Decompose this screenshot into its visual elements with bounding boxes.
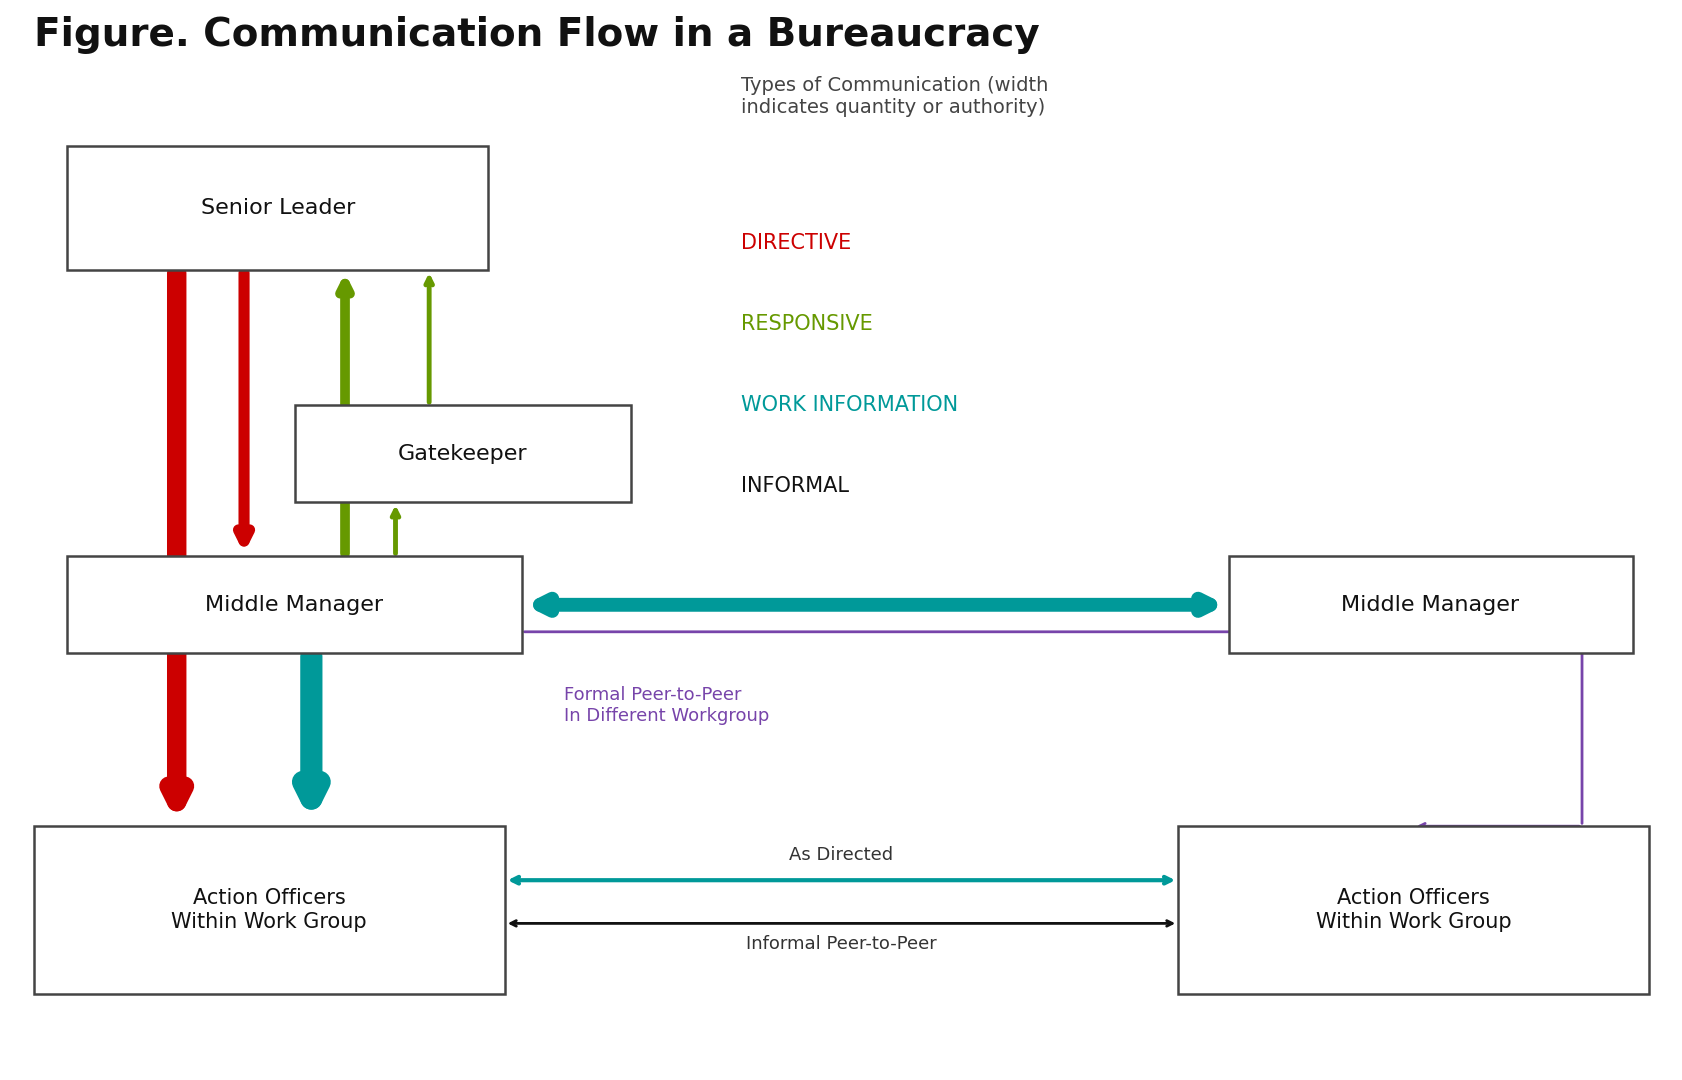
Text: Middle Manager: Middle Manager [205,595,383,615]
Text: Formal Peer-to-Peer
In Different Workgroup: Formal Peer-to-Peer In Different Workgro… [563,686,769,725]
FancyBboxPatch shape [294,405,631,502]
Text: Action Officers
Within Work Group: Action Officers Within Work Group [172,888,367,931]
Text: Figure. Communication Flow in a Bureaucracy: Figure. Communication Flow in a Bureaucr… [34,16,1039,54]
Text: Middle Manager: Middle Manager [1341,595,1519,615]
Text: Informal Peer-to-Peer: Informal Peer-to-Peer [745,935,937,953]
Text: WORK INFORMATION: WORK INFORMATION [740,395,957,415]
FancyBboxPatch shape [67,556,521,653]
FancyBboxPatch shape [67,146,488,270]
Text: Senior Leader: Senior Leader [200,198,355,218]
Text: INFORMAL: INFORMAL [740,476,848,496]
Text: Gatekeeper: Gatekeeper [397,444,528,463]
Text: Types of Communication (width
indicates quantity or authority): Types of Communication (width indicates … [740,76,1048,117]
FancyBboxPatch shape [1228,556,1632,653]
FancyBboxPatch shape [34,826,505,994]
FancyBboxPatch shape [1177,826,1648,994]
Text: RESPONSIVE: RESPONSIVE [740,314,871,334]
Text: Action Officers
Within Work Group: Action Officers Within Work Group [1315,888,1510,931]
Text: DIRECTIVE: DIRECTIVE [740,233,851,253]
Text: As Directed: As Directed [789,847,893,864]
